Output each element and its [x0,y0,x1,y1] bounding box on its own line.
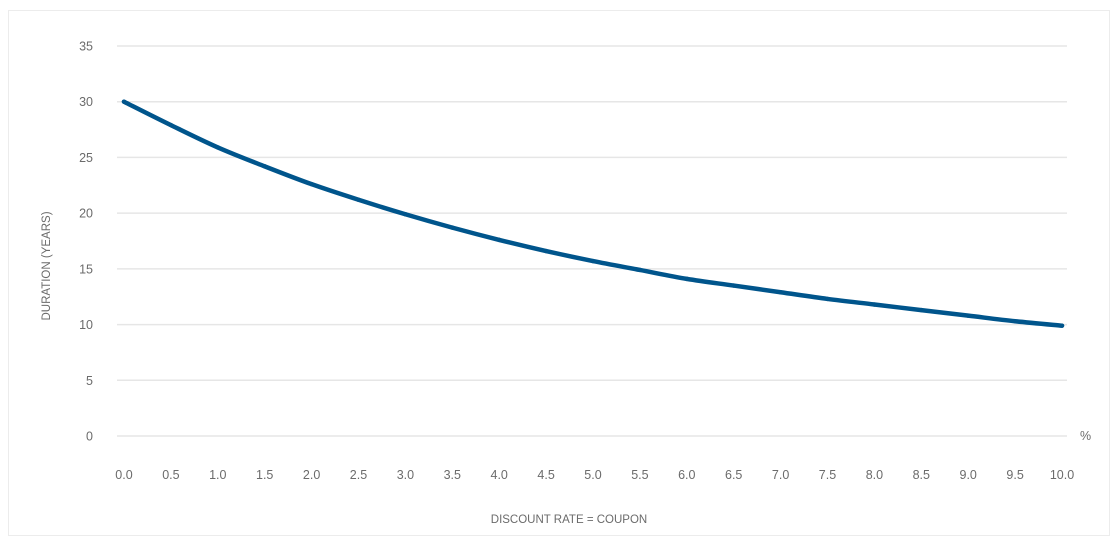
data-point [825,296,830,302]
data-point [403,212,408,217]
data-point [215,145,220,150]
x-tick-label: 8.0 [866,468,883,482]
x-tick-label: 1.5 [256,468,273,482]
y-tick-label: 35 [79,40,93,54]
data-point [731,283,736,288]
x-tick-label: 1.0 [209,468,226,482]
x-tick-label: 7.0 [772,468,789,482]
y-tick-label: 30 [79,95,93,109]
y-tick-label: 20 [79,207,93,221]
x-tick-label: 4.5 [537,468,554,482]
x-tick-label: 9.5 [1006,468,1023,482]
data-point [1012,319,1018,324]
data-point [966,313,971,318]
x-tick-label: 0.5 [162,468,179,482]
x-tick-label: 3.0 [397,468,414,482]
x-axis-title: DISCOUNT RATE = COUPON [491,514,647,526]
data-point [168,122,174,128]
y-axis-title: DURATION (YEARS) [41,211,53,320]
x-tick-label: 6.0 [678,468,695,482]
x-tick-label: 2.0 [303,468,320,482]
y-tick-label: 5 [86,374,93,388]
x-axis-unit-label: % [1080,429,1091,443]
x-tick-label: 3.5 [444,468,461,482]
y-tick-label: 0 [86,430,93,444]
x-tick-label: 6.5 [725,468,742,482]
data-point [1059,323,1065,328]
x-axis-tick-labels: 0.0 0.5 1.0 1.5 2.0 2.5 3.0 3.5 4.0 4.5 5.0 5.5 6.0 6… [115,468,1074,482]
x-tick-label: 8.5 [913,468,930,482]
x-tick-label: 2.5 [350,468,367,482]
y-tick-label: 15 [79,262,93,276]
series-layer [121,99,1065,328]
y-axis-tick-labels: 0 5 10 15 20 25 30 35 [79,40,93,444]
x-tick-label: 7.5 [819,468,836,482]
data-point [450,225,455,230]
x-tick-label: 4.0 [491,468,508,482]
x-tick-label: 5.5 [631,468,648,482]
data-point [590,258,596,264]
x-tick-label: 5.0 [584,468,601,482]
chart-frame [8,10,1110,536]
x-tick-label: 10.0 [1050,468,1074,482]
x-tick-label: 9.0 [960,468,977,482]
data-point [637,267,643,273]
data-point [778,290,783,295]
data-point [919,307,924,313]
y-tick-label: 25 [79,151,93,165]
data-point [543,248,549,254]
data-point [872,302,877,307]
gridlines [117,45,1067,437]
x-tick-label: 0.0 [115,468,132,482]
data-point [684,276,689,282]
data-point [309,181,314,187]
data-point [121,99,127,104]
data-point [497,237,502,243]
data-point [262,164,267,169]
y-tick-label: 10 [79,318,93,332]
data-point [356,197,361,202]
